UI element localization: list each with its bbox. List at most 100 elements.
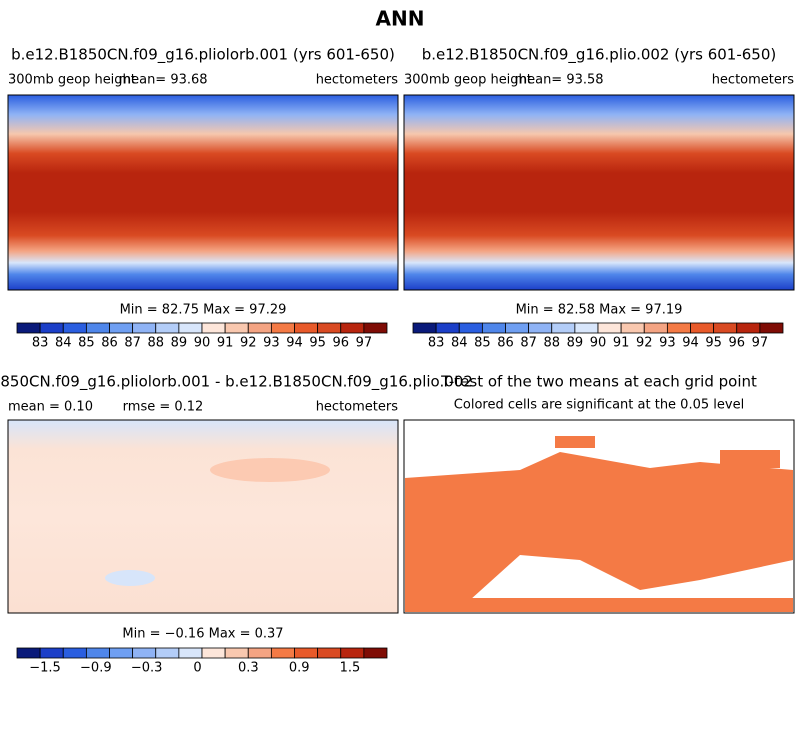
colorbar-box — [62, 322, 87, 334]
center-label: rmse = 0.12 — [123, 400, 204, 415]
panel-title: b.e12.B1850CN.f09_g16.pliolorb.001 (yrs … — [11, 46, 395, 65]
right-label: hectometers — [316, 73, 399, 88]
colorbar-box — [224, 322, 249, 334]
colorbar-label: 90 — [194, 336, 211, 351]
colorbar-label: 0 — [193, 661, 201, 676]
colorbar-label: 90 — [590, 336, 607, 351]
colorbar-box — [505, 322, 530, 334]
colorbar-label: 84 — [55, 336, 72, 351]
colorbar-box — [481, 322, 506, 334]
panel-subtitle: Colored cells are significant at the 0.0… — [454, 398, 744, 413]
figure-title: ANN — [376, 7, 425, 31]
colorbar-box — [666, 322, 691, 334]
colorbar-box — [132, 647, 157, 659]
colorbar-box — [201, 322, 226, 334]
colorbar-box — [270, 322, 295, 334]
colorbar-label: 88 — [147, 336, 164, 351]
colorbar-box — [294, 322, 319, 334]
left-label: mean = 0.10 — [8, 400, 93, 415]
colorbar-label: 83 — [428, 336, 445, 351]
colorbar-box — [528, 322, 553, 334]
colorbar-label: 95 — [309, 336, 326, 351]
colorbar-label: 83 — [32, 336, 49, 351]
colorbar-label: 85 — [474, 336, 491, 351]
left-label: 300mb geop height — [8, 73, 136, 88]
colorbar-label: 87 — [520, 336, 537, 351]
left-label: 300mb geop height — [404, 73, 532, 88]
colorbar-label: 88 — [543, 336, 560, 351]
panel-title: T-test of the two means at each grid poi… — [440, 373, 757, 391]
stats-label: Min = 82.75 Max = 97.29 — [120, 303, 287, 318]
colorbar-label: 89 — [567, 336, 584, 351]
colorbar-box — [643, 322, 668, 334]
colorbar-label: 89 — [171, 336, 188, 351]
panel-title: b.e12.B1850CN.f09_g16.pliolorb.001 - b.e… — [0, 373, 473, 392]
colorbar-box — [270, 647, 295, 659]
colorbar-box — [85, 322, 110, 334]
colorbar-label: 86 — [101, 336, 118, 351]
colorbar-box — [16, 647, 41, 659]
colorbar-box — [412, 322, 437, 334]
colorbar-box — [109, 322, 134, 334]
colorbar-box — [435, 322, 460, 334]
colorbar-box — [294, 647, 319, 659]
panel-title: b.e12.B1850CN.f09_g16.plio.002 (yrs 601-… — [422, 46, 777, 65]
colorbar-box — [317, 322, 342, 334]
colorbar-box — [132, 322, 157, 334]
colorbar-box — [690, 322, 715, 334]
colorbar-box — [597, 322, 622, 334]
stats-label: Min = −0.16 Max = 0.37 — [122, 627, 283, 642]
colorbar-label: 92 — [240, 336, 257, 351]
map — [7, 94, 399, 291]
colorbar-label: 0.9 — [289, 661, 310, 676]
colorbar-label: 91 — [613, 336, 630, 351]
colorbar-label: 85 — [78, 336, 95, 351]
colorbar-label: 92 — [636, 336, 653, 351]
colorbar-box — [16, 322, 41, 334]
colorbar-box — [39, 322, 64, 334]
colorbar-label: 93 — [659, 336, 676, 351]
center-label: mean= 93.68 — [118, 73, 207, 88]
colorbar-box — [247, 647, 272, 659]
colorbar-box — [620, 322, 645, 334]
map-region — [405, 452, 793, 610]
colorbar-label: 97 — [356, 336, 373, 351]
map-region — [405, 598, 793, 612]
colorbar-box — [736, 322, 761, 334]
map-region — [210, 458, 330, 482]
map-region — [105, 570, 155, 586]
colorbar-label: 91 — [217, 336, 234, 351]
stats-label: Min = 82.58 Max = 97.19 — [516, 303, 683, 318]
right-label: hectometers — [316, 400, 399, 415]
colorbar-label: 86 — [497, 336, 514, 351]
colorbar-box — [155, 647, 180, 659]
colorbar-box — [340, 322, 365, 334]
colorbar-box — [201, 647, 226, 659]
map — [403, 94, 795, 291]
map-region — [720, 450, 780, 468]
colorbar-box — [551, 322, 576, 334]
colorbar-box — [363, 647, 388, 659]
colorbar-box — [155, 322, 180, 334]
colorbar-label: 1.5 — [340, 661, 361, 676]
colorbar-label: 96 — [728, 336, 745, 351]
colorbar-box — [85, 647, 110, 659]
colorbar-label: 97 — [752, 336, 769, 351]
colorbar-label: −0.9 — [80, 661, 112, 676]
colorbar-box — [317, 647, 342, 659]
colorbar-box — [363, 322, 388, 334]
colorbar-box — [178, 647, 203, 659]
map — [7, 419, 399, 614]
right-label: hectometers — [712, 73, 795, 88]
colorbar-label: 84 — [451, 336, 468, 351]
colorbar-box — [458, 322, 483, 334]
colorbar-box — [109, 647, 134, 659]
colorbar-label: 94 — [286, 336, 303, 351]
colorbar-label: 87 — [124, 336, 141, 351]
colorbar-label: 96 — [332, 336, 349, 351]
colorbar-label: −0.3 — [131, 661, 163, 676]
colorbar-label: 95 — [705, 336, 722, 351]
colorbar-box — [574, 322, 599, 334]
colorbar-label: 94 — [682, 336, 699, 351]
